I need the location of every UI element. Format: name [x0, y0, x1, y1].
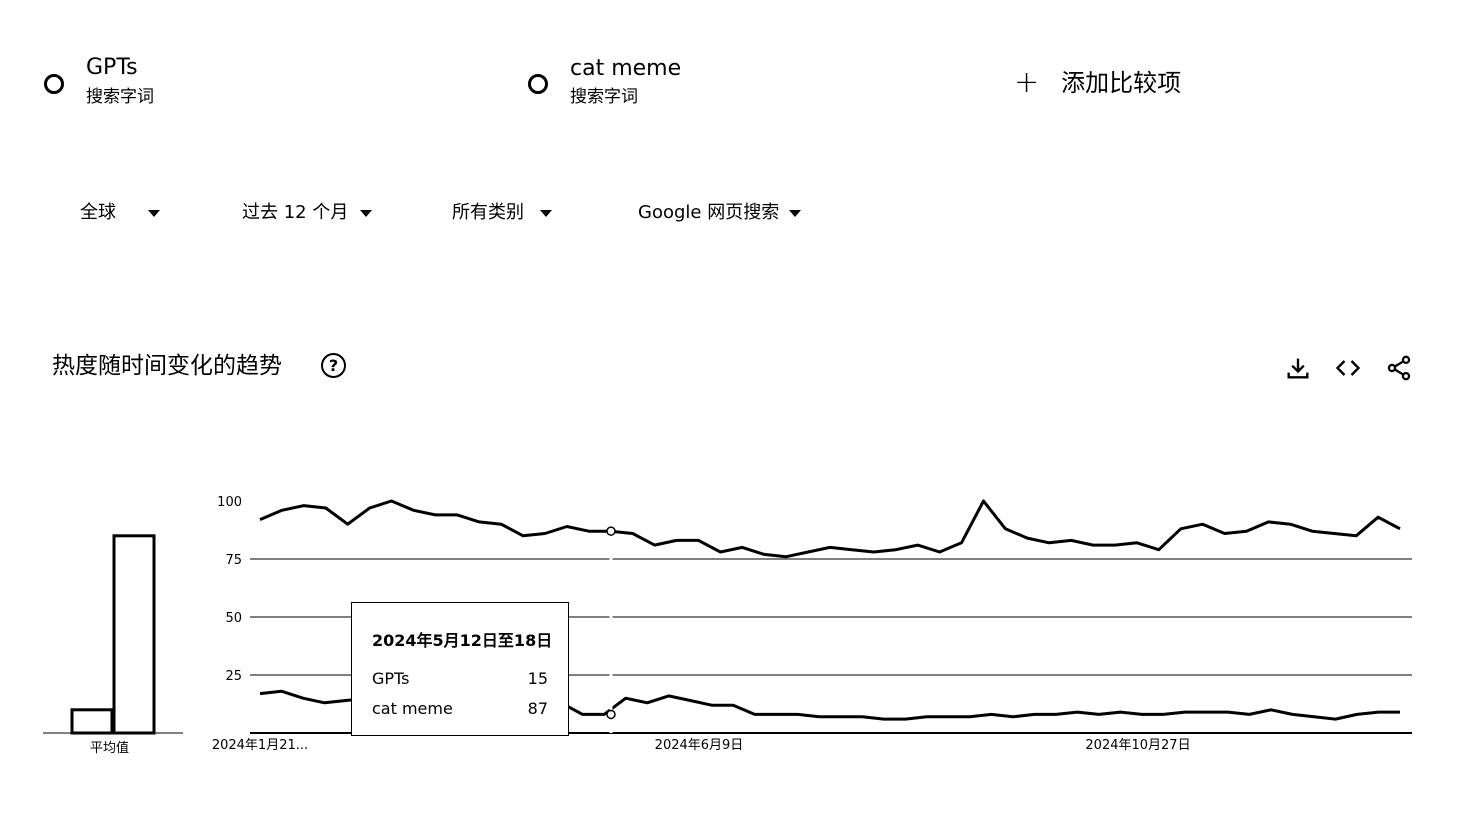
y-tick-label: 75 [225, 553, 242, 568]
hover-point [606, 526, 616, 536]
time-range-filter[interactable]: 过去 12 个月 [242, 201, 373, 225]
x-tick-label: 2024年6月9日 [655, 738, 744, 753]
add-compare-label: 添加比较项 [1061, 69, 1182, 97]
search-type-filter-label: Google 网页搜索 [638, 202, 780, 223]
y-tick-label: 50 [225, 611, 242, 626]
tooltip-series-label: GPTs [372, 669, 410, 688]
term-2-name[interactable]: cat meme [570, 56, 682, 81]
chevron-down-icon [540, 209, 552, 217]
x-tick-label: 2024年10月27日 [1085, 738, 1190, 753]
term-2-subtitle: 搜索字词 [570, 87, 638, 107]
region-filter-label: 全球 [80, 202, 116, 223]
tooltip-series-value: 15 [527, 669, 548, 688]
tooltip-series-value: 87 [527, 699, 548, 718]
chart-gridlines: 25 50 75 100 2024年1月21... 2024年6月9日 2024年10月27… [212, 495, 1412, 753]
average-bar [70, 708, 114, 735]
y-tick-label: 25 [225, 669, 242, 684]
tooltip-row-gpts: GPTs 15 [372, 669, 548, 688]
term-1-color-circle [44, 74, 64, 94]
embed-code-icon[interactable] [1334, 354, 1362, 382]
region-filter[interactable]: 全球 [80, 201, 160, 225]
share-icon[interactable] [1385, 354, 1413, 382]
chevron-down-icon [789, 209, 802, 217]
category-filter[interactable]: 所有类别 [452, 201, 552, 225]
chart-tooltip: 2024年5月12日至18日 GPTs 15 cat meme 87 [351, 602, 569, 736]
category-filter-label: 所有类别 [452, 202, 524, 223]
search-type-filter[interactable]: Google 网页搜索 [638, 201, 802, 225]
y-tick-label: 100 [217, 495, 242, 510]
x-tick-label: 2024年1月21... [212, 738, 308, 753]
average-bars [43, 534, 183, 735]
tooltip-series-label: cat meme [372, 699, 453, 718]
term-1-subtitle: 搜索字词 [86, 87, 154, 107]
time-range-filter-label: 过去 12 个月 [242, 202, 349, 223]
section-title: 热度随时间变化的趋势 [52, 353, 282, 379]
term-1-name[interactable]: GPTs [86, 55, 138, 80]
plus-icon: + [1014, 65, 1040, 100]
average-bar [112, 534, 156, 735]
series-line [259, 499, 1401, 559]
tooltip-date: 2024年5月12日至18日 [372, 631, 553, 650]
question-circle-icon[interactable]: ? [321, 353, 346, 378]
tooltip-row-cat-meme: cat meme 87 [372, 699, 548, 718]
term-2-color-circle [528, 74, 548, 94]
average-label: 平均值 [90, 741, 130, 756]
hover-point [606, 709, 616, 720]
download-icon[interactable] [1284, 354, 1312, 382]
add-compare-button[interactable]: + 添加比较项 [1014, 68, 1181, 98]
chevron-down-icon [360, 209, 373, 217]
chevron-down-icon [148, 209, 160, 217]
